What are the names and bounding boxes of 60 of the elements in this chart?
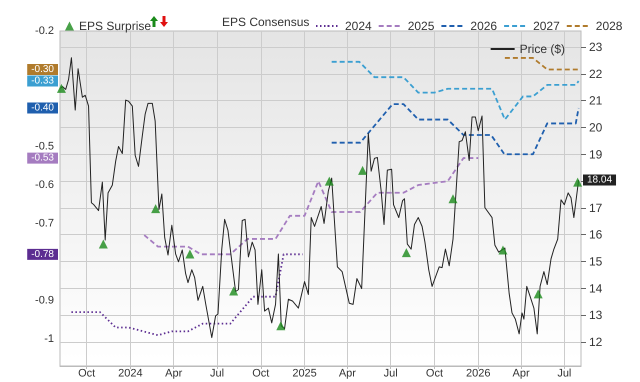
x-tick-label: 2025	[292, 368, 317, 380]
legend-label: 2024	[345, 19, 372, 33]
y2-tick-label: 22	[589, 66, 603, 81]
y-tick-label: -0.2	[35, 25, 54, 37]
y-tick-label: -0.7	[35, 218, 54, 230]
point	[358, 166, 368, 175]
x-tick-label: Apr	[338, 368, 356, 380]
y2-tick-label: 23	[589, 40, 603, 54]
legend-label: 2028	[596, 19, 623, 33]
y-tick-label: -0.5	[35, 140, 54, 153]
text: -0.53	[31, 152, 54, 164]
y2-tick-label: 13	[589, 308, 603, 322]
legend-label: 2027	[533, 19, 560, 33]
y2-tick-label: 19	[589, 147, 603, 162]
point	[534, 289, 543, 298]
point	[573, 178, 582, 187]
text: -0.78	[31, 248, 54, 260]
y-tick-label: -0.9	[35, 294, 54, 307]
point	[229, 286, 238, 296]
point	[276, 321, 286, 330]
point	[402, 248, 411, 258]
y2-tick-label: 15	[589, 254, 603, 268]
x-tick-label: Oct	[426, 368, 444, 380]
x-tick-label: Oct	[78, 368, 96, 380]
legend-title: EPS Consensus	[222, 15, 310, 29]
line-series	[330, 103, 580, 156]
x-tick-label: Apr	[512, 368, 530, 380]
x-tick-label: Apr	[165, 368, 183, 380]
text: -0.40	[31, 102, 54, 114]
y-tick-label: -0.6	[35, 179, 54, 192]
y2-tick-label: 17	[589, 200, 603, 215]
text: -0.30	[31, 64, 54, 76]
point	[185, 249, 194, 258]
x-tick-label: 2024	[118, 368, 143, 380]
y-tick-label: -1	[44, 333, 54, 346]
legend-label: EPS Surprise	[79, 19, 152, 33]
x-tick-label: Jul	[210, 368, 224, 380]
line-series	[70, 253, 304, 336]
legend-label: 2026	[470, 19, 498, 33]
point	[56, 84, 66, 93]
point	[324, 176, 334, 186]
x-tick-label: Oct	[252, 368, 270, 380]
y2-tick-label: 16	[589, 228, 603, 242]
point	[448, 194, 458, 204]
line-series	[143, 157, 480, 256]
point	[498, 245, 508, 254]
line-series	[330, 60, 580, 120]
point	[98, 240, 108, 249]
y2-tick-label: 14	[589, 281, 603, 296]
point	[151, 204, 160, 214]
data-label: 18.04	[587, 174, 612, 186]
y2-tick-label: 20	[589, 120, 603, 134]
y2-tick-label: 21	[589, 94, 603, 108]
x-tick-label: Jul	[384, 368, 398, 380]
legend-label: 2025	[408, 19, 435, 33]
y2-tick-label: 12	[589, 334, 603, 349]
legend-label: Price ($)	[520, 42, 566, 56]
text: -0.33	[31, 76, 54, 87]
x-tick-label: Jul	[557, 368, 572, 380]
x-tick-label: 2026	[466, 368, 490, 380]
